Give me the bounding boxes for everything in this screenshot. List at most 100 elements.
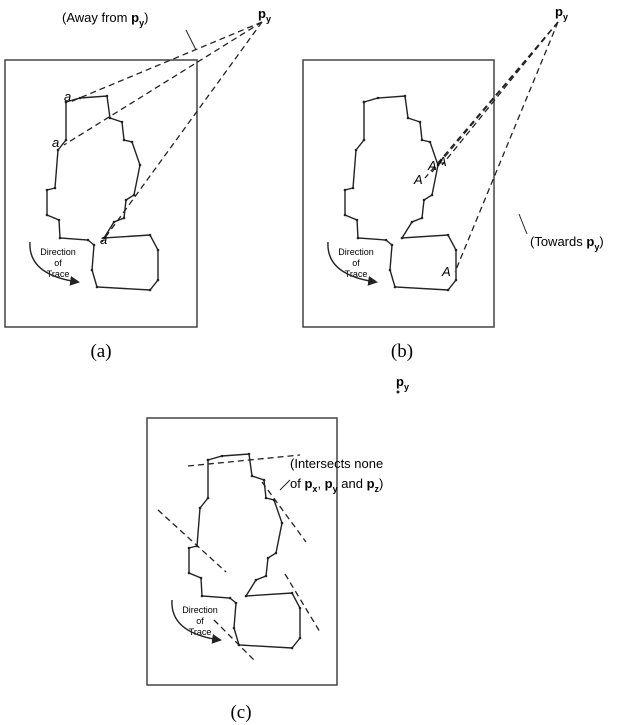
trace-point: [122, 138, 126, 142]
trace-point: [92, 243, 96, 247]
trace-point: [362, 100, 366, 104]
trace-point: [53, 186, 57, 190]
trace-point: [206, 496, 210, 500]
trace-point: [264, 496, 268, 500]
direction-label: Direction of Trace: [182, 605, 218, 637]
trace-point: [430, 193, 434, 197]
vertex-label: A: [441, 264, 451, 279]
trace-point: [406, 116, 410, 120]
trace-point: [428, 140, 432, 144]
vertex-label: A: [413, 172, 423, 187]
direction-arrow: [171, 599, 222, 644]
trace-point: [244, 594, 248, 598]
note: (Away from py): [62, 10, 148, 28]
trace-point: [102, 236, 106, 240]
trace-point: [156, 278, 160, 282]
trace-point: [264, 574, 268, 578]
dashed-lines: [63, 21, 263, 243]
point-label: py: [396, 374, 409, 392]
trace-point: [64, 138, 68, 142]
trace-point: [112, 220, 116, 224]
trace-point: [45, 213, 49, 217]
trace-outline: [46, 95, 159, 291]
caption: (c): [230, 702, 251, 723]
vertex-label: a: [52, 135, 59, 150]
note: (Intersects none of px, py and pz): [290, 456, 383, 494]
trace-point: [254, 578, 258, 582]
trace-point: [86, 238, 90, 242]
trace-point: [355, 218, 359, 222]
vertex-label: a: [64, 89, 71, 104]
trace-point: [148, 233, 152, 237]
trace-point: [58, 236, 62, 240]
trace-point: [274, 551, 278, 555]
trace-outline: [344, 95, 457, 291]
trace-point: [290, 591, 294, 595]
trace-point: [105, 94, 109, 98]
trace-point: [454, 248, 458, 252]
trace-point: [45, 188, 49, 192]
trace-point: [290, 646, 294, 650]
trace-point: [343, 188, 347, 192]
trace-point: [200, 594, 204, 598]
trace-point: [187, 546, 191, 550]
trace-point: [298, 606, 302, 610]
trace-point: [90, 268, 94, 272]
vertex-label: A: [437, 154, 447, 169]
trace-point: [356, 236, 360, 240]
dashed-lines: [424, 21, 559, 273]
trace-point: [446, 233, 450, 237]
trace-point: [420, 138, 424, 142]
trace-point: [122, 216, 126, 220]
trace-point: [57, 218, 61, 222]
trace-point: [390, 243, 394, 247]
trace-point: [95, 285, 99, 289]
trace-point: [403, 94, 407, 98]
trace-point: [418, 120, 422, 124]
trace-point: [266, 556, 270, 560]
trace-point: [280, 521, 284, 525]
trace-point: [376, 96, 380, 100]
trace-point: [400, 236, 404, 240]
trace-point: [199, 576, 203, 580]
trace-point: [354, 148, 358, 152]
trace-point: [78, 96, 82, 100]
trace-point: [108, 116, 112, 120]
panel-frame: [4, 59, 198, 328]
trace-point: [120, 120, 124, 124]
trace-point: [393, 285, 397, 289]
trace-point: [130, 140, 134, 144]
direction-label: Direction of Trace: [40, 247, 76, 279]
trace-point: [454, 278, 458, 282]
point: [396, 390, 400, 394]
tangent-lines: [157, 454, 321, 663]
vertex-label: A: [427, 158, 437, 173]
trace-point: [384, 238, 388, 242]
trace-point: [148, 288, 152, 292]
trace-point: [156, 248, 160, 252]
trace-point: [124, 198, 128, 202]
direction-label: Direction of Trace: [338, 247, 374, 279]
trace-point: [250, 474, 254, 478]
trace-point: [351, 186, 355, 190]
trace-point: [420, 216, 424, 220]
direction-arrow: [327, 241, 378, 286]
trace-point: [422, 198, 426, 202]
trace-point: [410, 220, 414, 224]
direction-arrow: [29, 241, 80, 286]
trace-point: [298, 636, 302, 640]
trace-point: [138, 163, 142, 167]
note: (Towards py): [530, 234, 604, 252]
point-label: py: [258, 6, 271, 24]
trace-outline: [188, 453, 301, 649]
panel-frame: [146, 417, 338, 686]
trace-point: [262, 478, 266, 482]
trace-point: [388, 268, 392, 272]
trace-point: [187, 571, 191, 575]
trace-point: [232, 626, 236, 630]
trace-point: [220, 454, 224, 458]
vertex-label: a: [100, 232, 107, 247]
trace-point: [132, 193, 136, 197]
trace-point: [247, 452, 251, 456]
